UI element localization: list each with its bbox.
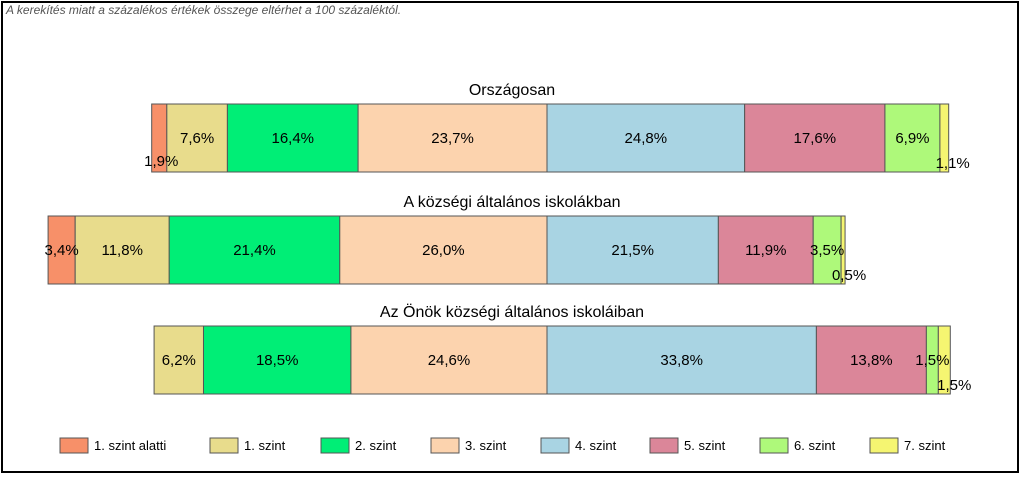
bar-segment xyxy=(350,325,548,395)
bar-segment xyxy=(812,215,842,285)
legend-item: 1. szint alatti xyxy=(59,437,166,454)
data-label: 1,9% xyxy=(144,153,178,170)
data-label: 24,8% xyxy=(625,130,668,147)
legend-label: 6. szint xyxy=(794,438,836,453)
bar-group: A községi általános iskolákban 3,4% 11,8% 2… xyxy=(45,194,866,285)
bar-segment xyxy=(937,325,951,395)
legend-label: 2. szint xyxy=(355,438,397,453)
legend-label: 7. szint xyxy=(904,438,946,453)
legend-swatch xyxy=(320,437,350,454)
data-label: 7,6% xyxy=(180,130,214,147)
legend-label: 1. szint alatti xyxy=(94,438,166,453)
legend-swatch xyxy=(540,437,570,454)
legend-swatch xyxy=(430,437,460,454)
data-label: 16,4% xyxy=(271,130,314,147)
legend-swatch xyxy=(869,437,899,454)
data-label: 11,9% xyxy=(745,242,786,259)
data-label: 6,9% xyxy=(895,130,929,147)
legend-item: 3. szint xyxy=(430,437,507,454)
legend-item: 2. szint xyxy=(320,437,397,454)
bars-layer: Országosan 1,9%7,6% 16,4% 23,7% 24,8% 17,6% 6,… xyxy=(45,82,971,395)
legend-item: 6. szint xyxy=(759,437,836,454)
legend: 1. szint alatti 1. szint 2. szint 3. szint 4… xyxy=(59,437,946,454)
bar-title: Országosan xyxy=(469,82,555,99)
rounding-note: A kerekítés miatt a százalékos értékek ö… xyxy=(6,3,402,17)
bar-segment xyxy=(202,325,352,395)
data-label: 3,5% xyxy=(810,242,844,259)
bar-segment xyxy=(546,325,817,395)
bar-segment xyxy=(357,103,548,173)
bar-segment xyxy=(339,215,548,285)
legend-swatch xyxy=(209,437,239,454)
data-label: 33,8% xyxy=(660,352,703,369)
data-label: 13,8% xyxy=(850,352,893,369)
legend-swatch xyxy=(649,437,679,454)
bar-group: Az Önök községi általános iskoláiban 6,2%… xyxy=(153,303,971,395)
data-label: 17,6% xyxy=(794,130,837,147)
data-label: 23,7% xyxy=(431,130,474,147)
data-label: 3,4% xyxy=(45,242,79,259)
legend-swatch xyxy=(59,437,89,454)
data-label: 1,1% xyxy=(936,155,970,172)
bar-segment xyxy=(74,215,170,285)
data-label: 1,5% xyxy=(915,352,949,369)
data-label: 18,5% xyxy=(256,352,299,369)
bar-title: A községi általános iskolákban xyxy=(403,194,620,211)
data-label: 1,5% xyxy=(937,377,971,394)
legend-item: 1. szint xyxy=(209,437,286,454)
data-label: 24,6% xyxy=(428,352,471,369)
data-label: 6,2% xyxy=(162,352,196,369)
bar-segment xyxy=(744,103,886,173)
legend-label: 1. szint xyxy=(244,438,286,453)
data-label: 26,0% xyxy=(422,242,465,259)
legend-label: 5. szint xyxy=(684,438,726,453)
legend-item: 5. szint xyxy=(649,437,726,454)
legend-item: 4. szint xyxy=(540,437,617,454)
data-label: 21,4% xyxy=(233,242,276,259)
bar-segment xyxy=(939,103,950,173)
bar-segment xyxy=(840,215,846,285)
bar-group: Országosan 1,9%7,6% 16,4% 23,7% 24,8% 17,6% 6,… xyxy=(144,82,970,173)
bar-segment xyxy=(168,215,341,285)
bar-segment xyxy=(884,103,941,173)
bar-segment xyxy=(546,103,746,173)
bar-title: Az Önök községi általános iskoláiban xyxy=(380,303,644,321)
legend-label: 3. szint xyxy=(465,438,507,453)
bar-segment xyxy=(717,215,814,285)
data-label: 0,5% xyxy=(832,267,866,284)
bar-segment xyxy=(226,103,359,173)
bar-segment xyxy=(47,215,76,285)
bar-segment xyxy=(153,325,204,395)
data-label: 11,8% xyxy=(101,242,142,259)
legend-swatch xyxy=(759,437,789,454)
bar-segment xyxy=(815,325,927,395)
bar-segment xyxy=(546,215,719,285)
data-label: 21,5% xyxy=(611,242,654,259)
legend-label: 4. szint xyxy=(575,438,617,453)
legend-item: 7. szint xyxy=(869,437,946,454)
